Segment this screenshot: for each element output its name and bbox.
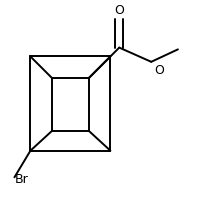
Text: Br: Br — [14, 173, 28, 186]
Text: O: O — [153, 64, 163, 77]
Text: O: O — [114, 4, 124, 17]
